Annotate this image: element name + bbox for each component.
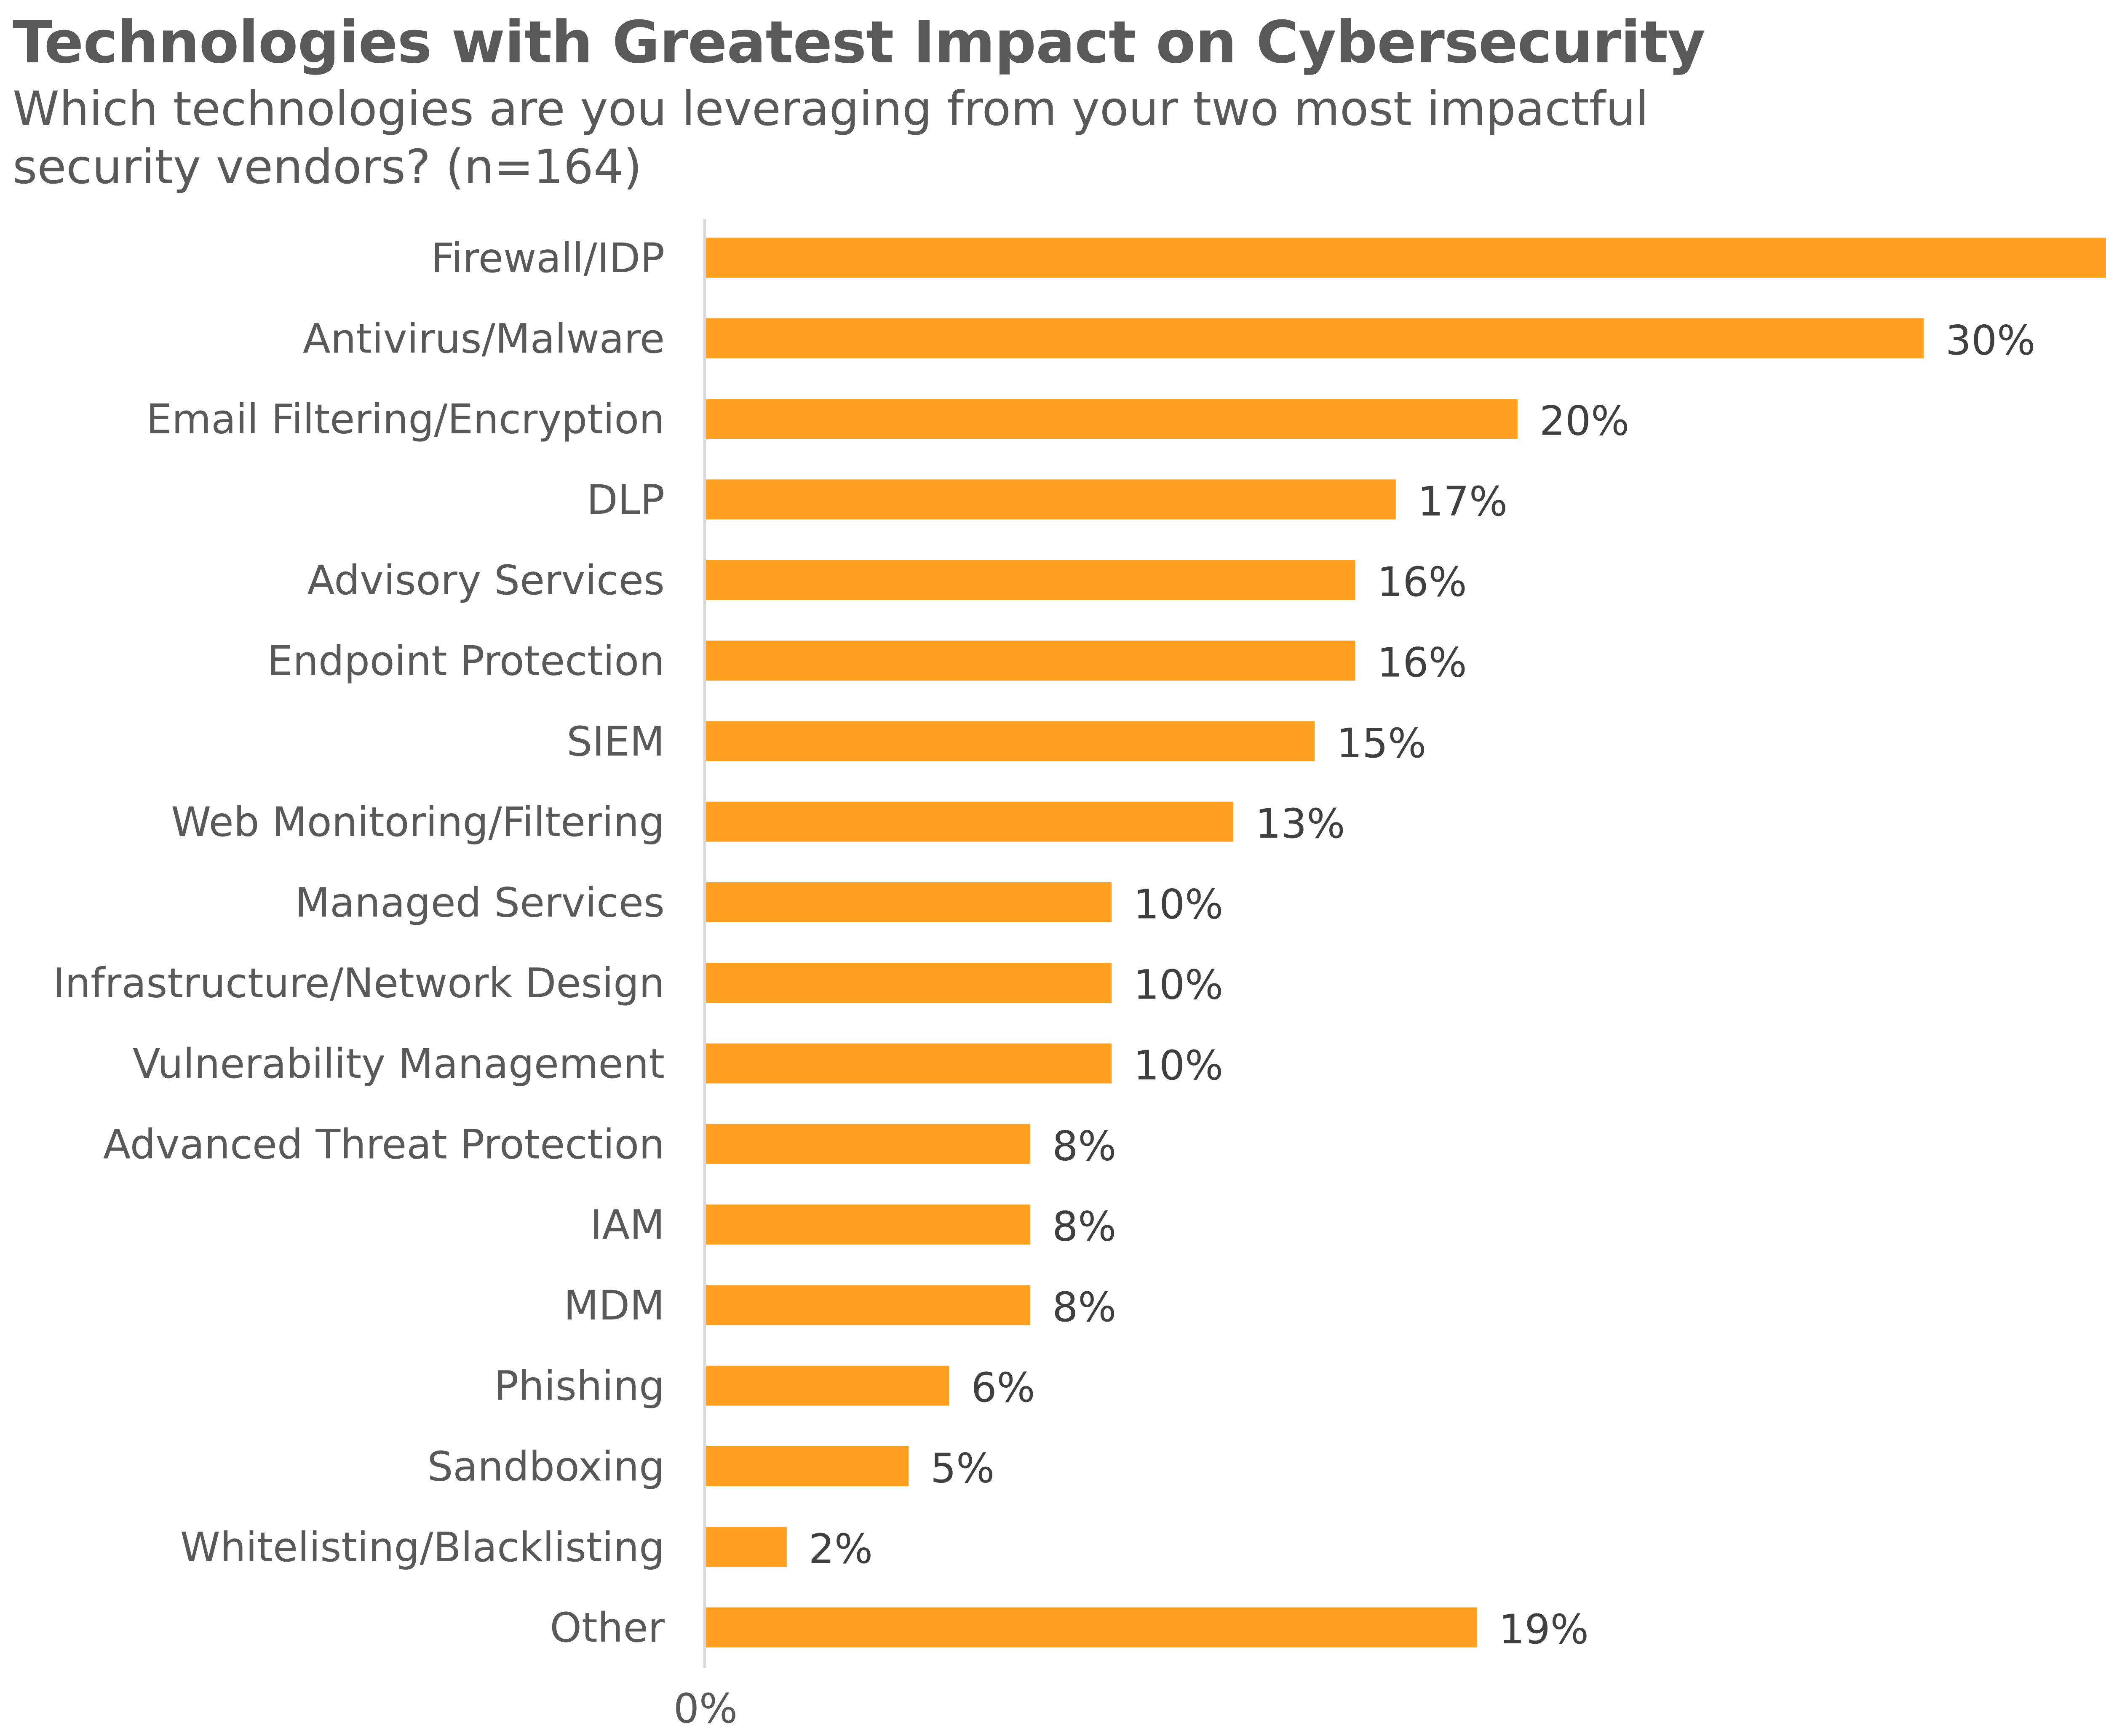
category-label: SIEM (567, 718, 665, 765)
data-label: 20% (1539, 398, 1629, 445)
bar (706, 399, 1518, 439)
category-label: IAM (590, 1202, 665, 1249)
chart-subtitle: Which technologies are you leveraging fr… (13, 82, 1649, 195)
category-label: Endpoint Protection (267, 638, 665, 685)
x-tick-label: 0% (673, 1685, 738, 1732)
data-label: 19% (1499, 1606, 1589, 1653)
bar (706, 1607, 1477, 1648)
data-label: 13% (1255, 800, 1345, 847)
bar (706, 560, 1355, 600)
data-label: 5% (930, 1445, 994, 1492)
category-label: Web Monitoring/Filtering (171, 799, 665, 846)
x-axis-ticks: 0%40% (673, 1685, 738, 1732)
category-label: Whitelisting/Blacklisting (180, 1524, 665, 1571)
bar (706, 1205, 1031, 1245)
data-label: 16% (1377, 639, 1467, 686)
bar (706, 1446, 909, 1486)
category-label: Phishing (494, 1362, 665, 1410)
category-label: Sandboxing (427, 1443, 665, 1490)
category-label: Email Filtering/Encryption (146, 396, 665, 443)
data-label: 8% (1052, 1284, 1116, 1331)
data-label: 16% (1377, 558, 1467, 606)
data-label: 10% (1133, 881, 1223, 928)
bar (706, 1365, 949, 1406)
data-label: 10% (1133, 961, 1223, 1009)
bar (706, 1527, 787, 1567)
category-label: Antivirus/Malware (303, 315, 665, 362)
data-label: 10% (1133, 1042, 1223, 1089)
bar (706, 963, 1112, 1003)
data-label: 17% (1418, 478, 1507, 525)
bar (706, 1124, 1031, 1164)
data-label: 15% (1336, 720, 1426, 767)
bar (706, 479, 1396, 520)
data-label: 30% (1946, 317, 2035, 364)
category-label: Other (550, 1604, 665, 1651)
bar (706, 721, 1315, 761)
data-label: 6% (971, 1364, 1035, 1411)
category-label: Managed Services (295, 879, 665, 926)
bar (706, 801, 1234, 842)
category-label: Firewall/IDP (431, 235, 665, 282)
bar (706, 882, 1112, 922)
bar (706, 238, 2106, 278)
category-label: Vulnerability Management (133, 1040, 665, 1087)
bar (706, 318, 1924, 358)
bars-group: Firewall/IDP36%Antivirus/Malware30%Email… (53, 235, 2106, 1653)
category-label: Infrastructure/Network Design (53, 960, 665, 1007)
bar (706, 641, 1355, 681)
category-label: Advanced Threat Protection (103, 1121, 665, 1168)
data-label: 2% (809, 1525, 873, 1573)
category-label: DLP (587, 476, 665, 523)
bar (706, 1043, 1112, 1084)
category-label: Advisory Services (307, 557, 665, 604)
bar (706, 1285, 1031, 1325)
category-label: MDM (564, 1282, 665, 1329)
data-label: 8% (1052, 1203, 1116, 1250)
data-label: 8% (1052, 1122, 1116, 1170)
chart-title: Technologies with Greatest Impact on Cyb… (13, 8, 1705, 76)
